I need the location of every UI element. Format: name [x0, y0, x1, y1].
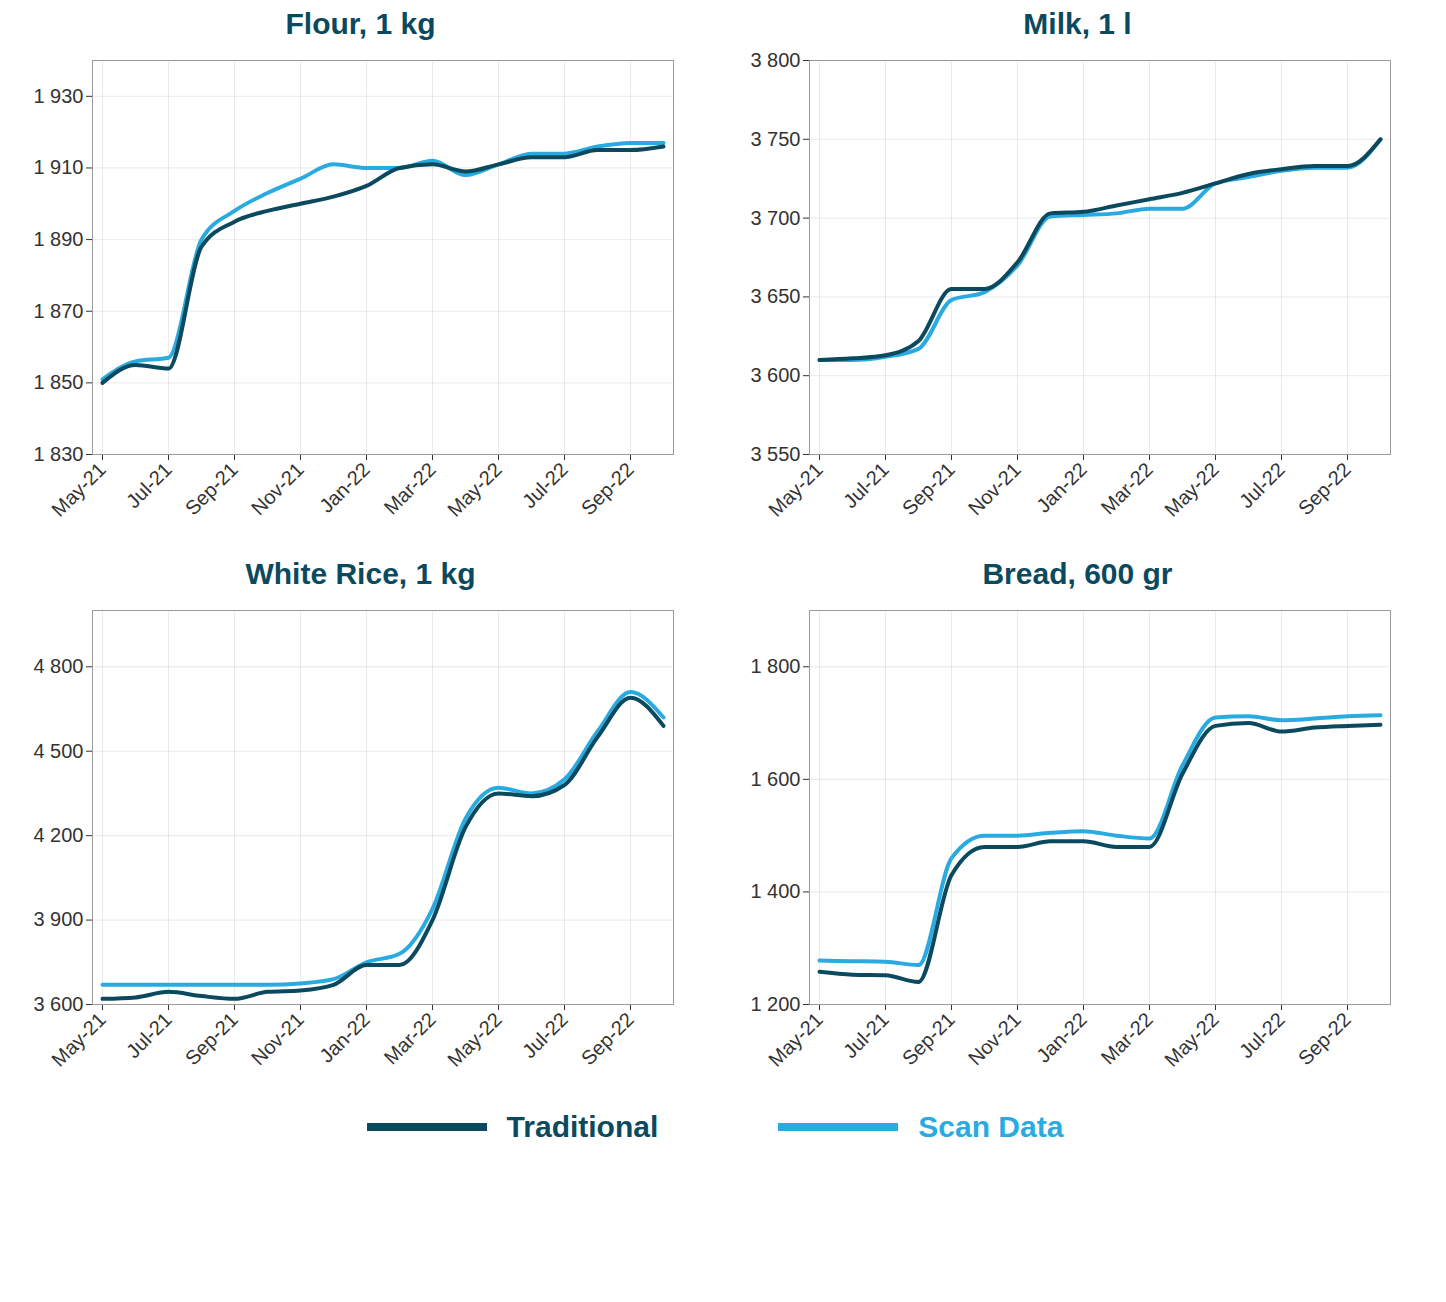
svg-text:3 750: 3 750: [750, 128, 800, 150]
svg-text:3 700: 3 700: [750, 207, 800, 229]
svg-text:Jul-21: Jul-21: [839, 1008, 893, 1062]
svg-text:Mar-22: Mar-22: [379, 458, 439, 518]
svg-text:4 800: 4 800: [33, 655, 83, 677]
svg-text:3 600: 3 600: [33, 993, 83, 1015]
svg-text:May-22: May-22: [1160, 1008, 1223, 1071]
html-text:Traditional: Traditional: [506, 1110, 659, 1143]
svg-text:1 600: 1 600: [750, 768, 800, 790]
html-text:Bread, 600 gr: Bread, 600 gr: [982, 557, 1173, 590]
svg-text:3 800: 3 800: [750, 49, 800, 71]
svg-text:Sep-22: Sep-22: [1294, 1008, 1355, 1069]
svg-text:Jul-21: Jul-21: [839, 458, 893, 512]
svg-text:4 500: 4 500: [33, 740, 83, 762]
html-text:Flour, 1 kg: Flour, 1 kg: [285, 7, 436, 40]
svg-text:Nov-21: Nov-21: [247, 458, 308, 519]
svg-text:3 650: 3 650: [750, 285, 800, 307]
svg-text:Jan-22: Jan-22: [315, 458, 374, 517]
svg-text:Mar-22: Mar-22: [1096, 458, 1156, 518]
html-text:White Rice, 1 kg: White Rice, 1 kg: [245, 557, 476, 590]
svg-text:Jul-22: Jul-22: [1235, 458, 1289, 512]
svg-text:Jan-22: Jan-22: [1032, 458, 1091, 517]
svg-text:Nov-21: Nov-21: [247, 1008, 308, 1069]
svg-text:Sep-22: Sep-22: [577, 1008, 638, 1069]
svg-text:May-21: May-21: [47, 458, 110, 521]
svg-text:May-21: May-21: [764, 1008, 827, 1071]
html-text:Scan Data: Scan Data: [918, 1110, 1064, 1143]
svg-text:3 900: 3 900: [33, 908, 83, 930]
svg-text:1 830: 1 830: [33, 443, 83, 465]
svg-text:3 600: 3 600: [750, 364, 800, 386]
svg-text:4 200: 4 200: [33, 824, 83, 846]
svg-text:May-22: May-22: [443, 458, 506, 521]
svg-text:1 400: 1 400: [750, 880, 800, 902]
svg-text:May-21: May-21: [764, 458, 827, 521]
svg-text:1 200: 1 200: [750, 993, 800, 1015]
svg-text:Jan-22: Jan-22: [1032, 1008, 1091, 1067]
svg-text:Sep-21: Sep-21: [181, 458, 242, 519]
html-text:Milk, 1 l: Milk, 1 l: [1023, 7, 1132, 40]
svg-text:Jul-21: Jul-21: [122, 458, 176, 512]
svg-text:Jul-22: Jul-22: [518, 1008, 572, 1062]
svg-text:3 550: 3 550: [750, 443, 800, 465]
svg-text:1 850: 1 850: [33, 371, 83, 393]
svg-text:Mar-22: Mar-22: [1096, 1008, 1156, 1068]
svg-text:Jan-22: Jan-22: [315, 1008, 374, 1067]
svg-text:Jul-21: Jul-21: [122, 1008, 176, 1062]
svg-text:1 800: 1 800: [750, 655, 800, 677]
svg-text:1 870: 1 870: [33, 300, 83, 322]
svg-text:May-21: May-21: [47, 1008, 110, 1071]
svg-text:1 910: 1 910: [33, 156, 83, 178]
svg-text:Sep-21: Sep-21: [181, 1008, 242, 1069]
svg-text:Sep-21: Sep-21: [898, 1008, 959, 1069]
svg-text:Jul-22: Jul-22: [518, 458, 572, 512]
svg-text:Sep-22: Sep-22: [1294, 458, 1355, 519]
svg-text:Nov-21: Nov-21: [964, 458, 1025, 519]
svg-text:Nov-21: Nov-21: [964, 1008, 1025, 1069]
svg-text:Mar-22: Mar-22: [379, 1008, 439, 1068]
svg-text:1 890: 1 890: [33, 228, 83, 250]
svg-text:Sep-21: Sep-21: [898, 458, 959, 519]
svg-text:Sep-22: Sep-22: [577, 458, 638, 519]
svg-text:May-22: May-22: [443, 1008, 506, 1071]
svg-text:Jul-22: Jul-22: [1235, 1008, 1289, 1062]
svg-text:1 930: 1 930: [33, 85, 83, 107]
svg-text:May-22: May-22: [1160, 458, 1223, 521]
